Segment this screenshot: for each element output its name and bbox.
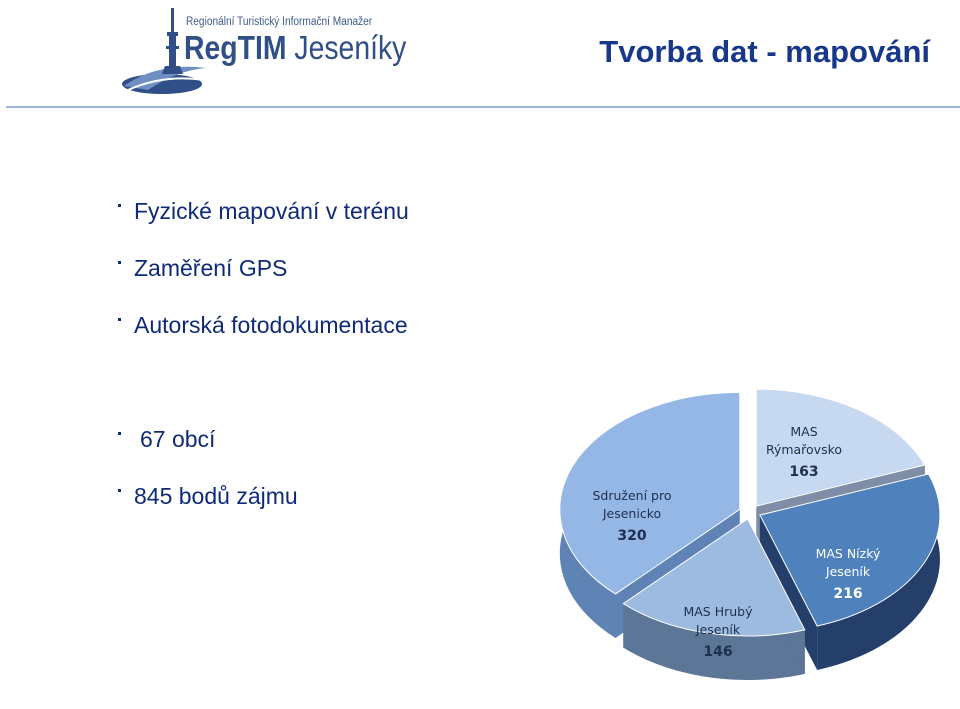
method-item: Zaměření GPS [118, 249, 409, 306]
pie-slice-label: Sdružení pro Jesenicko [593, 488, 672, 521]
header-divider [6, 106, 960, 108]
logo-name-bold: RegTIM [184, 29, 287, 66]
slide-title: Tvorba dat - mapování [599, 34, 930, 69]
pie-slice-side [623, 603, 805, 680]
pie-slice [755, 388, 926, 507]
pie-slice [622, 518, 806, 637]
logo-tagline: Regionální Turistický Informační Manažer [186, 16, 373, 28]
lookout-tower-icon [122, 8, 206, 94]
pie-slice [559, 391, 741, 595]
logo-wordmark: RegTIM Jeseníky [184, 28, 406, 68]
pie-slice-value: 216 [833, 586, 862, 602]
pie-slice-value: 163 [789, 464, 818, 480]
pie-slice-value: 146 [703, 644, 732, 660]
stat-municipalities: 67 obcí [118, 420, 298, 477]
regtim-logo: Regionální Turistický Informační Manažer… [118, 4, 406, 98]
pie-slice-value: 320 [617, 528, 646, 544]
pie-chart-svg: MAS Rýmařovsko 163 MAS Nízký Jeseník 216 MAS H… [559, 388, 941, 680]
pie-chart: MAS Rýmařovsko 163 MAS Nízký Jeseník 216 MAS H… [540, 380, 960, 704]
pie-slice-label: MAS Hrubý Jeseník [683, 604, 753, 637]
pie-slice-side [817, 473, 940, 671]
method-item: Autorská fotodokumentace [118, 306, 409, 363]
method-item: Fyzické mapování v terénu [118, 192, 409, 249]
pie-slice-label: MAS Nízký Jeseník [816, 546, 881, 579]
stats-list: 67 obcí 845 bodů zájmu [118, 420, 298, 534]
pie-slice [759, 473, 941, 627]
pie-slice-label: MAS Rýmařovsko [766, 424, 842, 457]
stat-points-of-interest: 845 bodů zájmu [118, 477, 298, 534]
logo-name-rest: Jeseníky [286, 29, 407, 66]
method-list: Fyzické mapování v terénu Zaměření GPS A… [118, 192, 409, 363]
